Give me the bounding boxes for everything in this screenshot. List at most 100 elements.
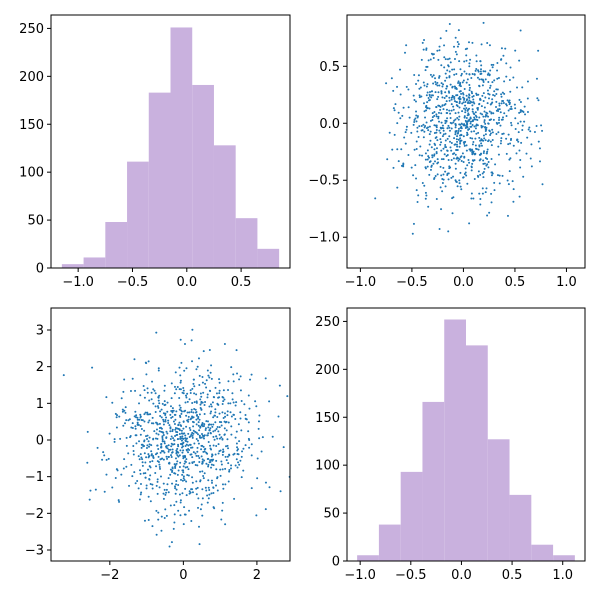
scatter-point [156,405,159,408]
scatter-point [509,66,512,69]
scatter-point [537,49,540,52]
scatter-point [179,415,182,418]
scatter-point [447,124,450,127]
scatter-point [191,461,194,464]
scatter-point [178,428,181,431]
scatter-point [122,467,125,470]
scatter-point [474,137,477,140]
scatter-point [202,450,205,453]
scatter-point [490,174,493,177]
scatter-point [221,453,224,456]
scatter-point [220,421,223,424]
histogram-bar [170,27,193,269]
histogram-bar [509,494,532,562]
scatter-point [176,454,179,457]
scatter-point [182,471,185,474]
scatter-point [207,497,210,500]
scatter-point [135,434,138,437]
scatter-point [442,133,445,136]
scatter-point [528,126,531,129]
scatter-point [170,416,173,419]
scatter-point [434,77,437,80]
scatter-point [219,474,222,477]
scatter-point [405,128,408,131]
scatter-point [473,125,476,128]
scatter-point [452,121,455,124]
scatter-point [466,98,469,101]
scatter-point [477,170,480,173]
scatter-point [226,410,229,413]
scatter-point [113,438,116,441]
scatter-point [178,366,181,369]
scatter-point [182,475,185,478]
scatter-point [192,425,195,428]
scatter-point [222,487,225,490]
scatter-point [189,435,192,438]
x-tick-label: −0.5 [117,275,149,290]
scatter-point [440,141,443,144]
scatter-point [210,492,213,495]
scatter-point [456,41,459,44]
scatter-point [210,423,213,426]
scatter-point [441,135,444,138]
scatter-point [157,511,160,514]
scatter-point [505,137,508,140]
scatter-point [516,86,519,89]
scatter-point [456,185,459,188]
scatter-point [489,132,492,135]
scatter-point [235,430,238,433]
scatter-point [157,447,160,450]
scatter-point [245,418,248,421]
scatter-point [125,444,128,447]
scatter-point [194,408,197,411]
scatter-point [479,203,482,206]
scatter-point [459,68,462,71]
scatter-point [184,437,187,440]
scatter-point [491,98,494,101]
scatter-point [456,132,459,135]
scatter-point [463,70,466,73]
scatter-point [468,161,471,164]
scatter-point [424,116,427,119]
scatter-point [216,489,219,492]
scatter-point [507,143,510,146]
scatter-point [181,451,184,454]
scatter-point [465,81,468,84]
scatter-point [473,118,476,121]
scatter-point [213,414,216,417]
scatter-point [495,133,498,136]
scatter-point [226,455,229,458]
scatter-point [392,166,395,169]
scatter-point [220,463,223,466]
scatter-point [236,446,239,449]
scatter-point [213,396,216,399]
scatter-point [155,509,158,512]
scatter-point [526,136,529,139]
scatter-point [197,454,200,457]
y-tick-label: −1.0 [308,231,340,246]
scatter-point [182,455,185,458]
scatter-point [470,166,473,169]
scatter-point [437,95,440,98]
scatter-point [498,108,501,111]
scatter-point [541,183,544,186]
scatter-point [146,437,149,440]
scatter-point [523,105,526,108]
scatter-point [206,501,209,504]
scatter-point [184,394,187,397]
scatter-point [237,423,240,426]
scatter-point [396,186,399,189]
scatter-point [191,431,194,434]
scatter-point [140,428,143,431]
scatter-point [465,149,468,152]
scatter-point [218,412,221,415]
scatter-point [181,473,184,476]
scatter-point [480,126,483,129]
scatter-point [541,129,544,132]
scatter-point [523,120,526,123]
scatter-point [403,136,406,139]
scatter-point [442,108,445,111]
scatter-point [417,79,420,82]
scatter-point [502,116,505,119]
